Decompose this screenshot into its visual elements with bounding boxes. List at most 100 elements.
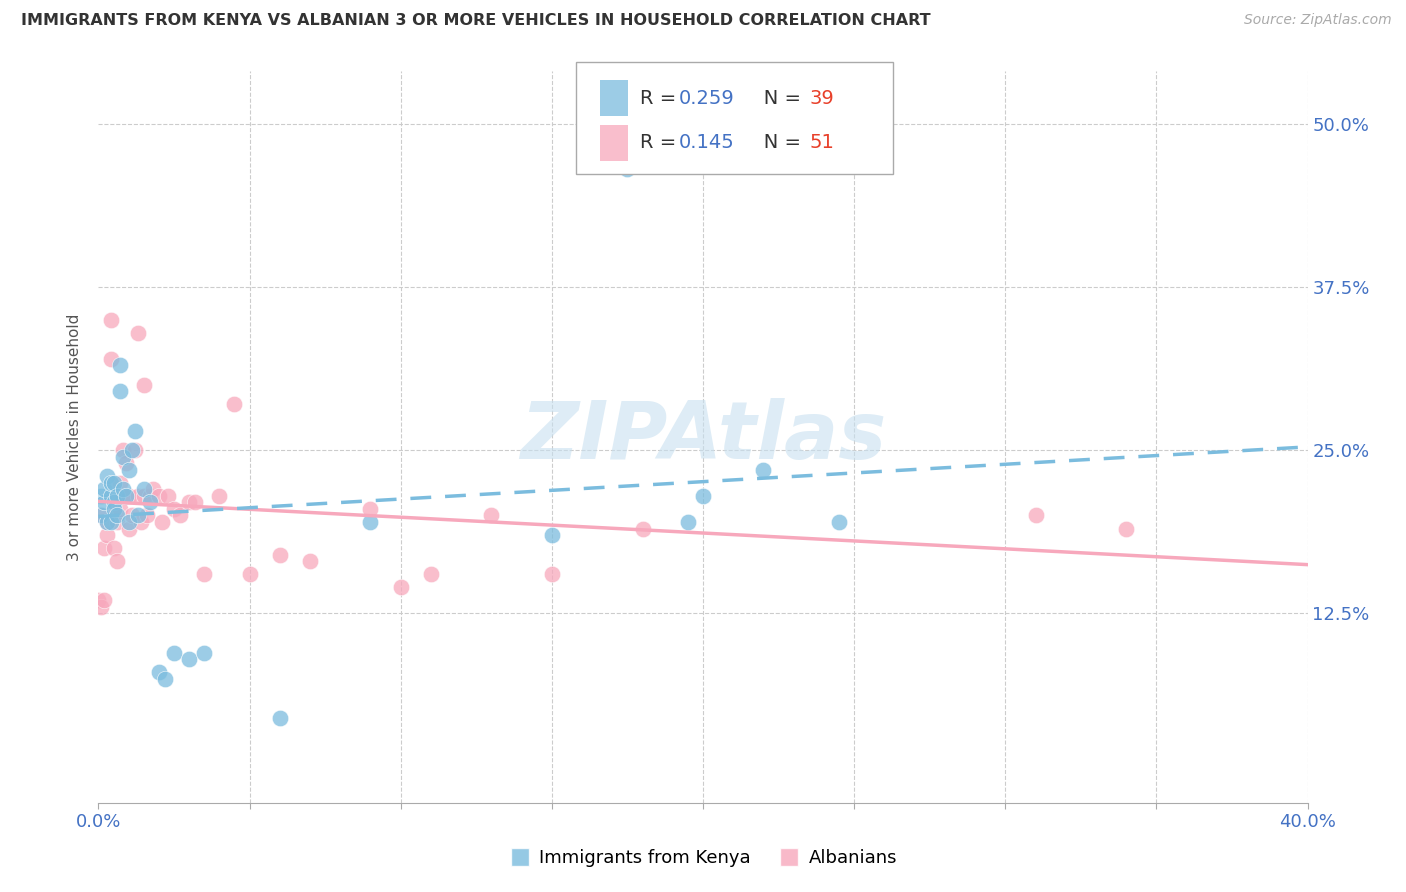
Point — [540, 567, 562, 582]
Point — [179, 652, 201, 666]
Point — [103, 502, 125, 516]
Point — [111, 443, 134, 458]
Point — [103, 502, 125, 516]
Point — [132, 489, 155, 503]
Point — [90, 508, 112, 523]
Point — [631, 521, 654, 535]
Point — [148, 665, 170, 680]
Point — [193, 646, 215, 660]
Text: ZIPAtlas: ZIPAtlas — [520, 398, 886, 476]
Text: N =: N = — [745, 133, 807, 153]
Point — [129, 515, 152, 529]
Point — [139, 495, 162, 509]
Point — [153, 672, 176, 686]
Point — [93, 495, 115, 509]
Point — [118, 515, 141, 529]
Point — [87, 593, 110, 607]
Point — [828, 515, 851, 529]
Point — [100, 312, 122, 326]
Point — [108, 384, 131, 399]
Point — [481, 508, 503, 523]
Text: R =: R = — [640, 133, 682, 153]
Point — [389, 580, 412, 594]
Point — [169, 508, 191, 523]
Text: 39: 39 — [810, 88, 835, 108]
Point — [93, 541, 115, 555]
Point — [163, 502, 186, 516]
Point — [360, 515, 382, 529]
Point — [193, 567, 215, 582]
Point — [105, 554, 128, 568]
Point — [150, 515, 173, 529]
Point — [118, 489, 141, 503]
Point — [114, 489, 136, 503]
Point — [111, 483, 134, 497]
Point — [163, 646, 186, 660]
Text: 0.259: 0.259 — [679, 88, 735, 108]
Point — [299, 554, 322, 568]
Point — [105, 508, 128, 523]
Point — [139, 489, 162, 503]
Point — [93, 593, 115, 607]
Point — [111, 489, 134, 503]
Point — [239, 567, 262, 582]
Point — [90, 508, 112, 523]
Point — [269, 711, 291, 725]
Y-axis label: 3 or more Vehicles in Household: 3 or more Vehicles in Household — [67, 313, 83, 561]
Point — [127, 326, 149, 340]
Legend: Immigrants from Kenya, Albanians: Immigrants from Kenya, Albanians — [502, 842, 904, 874]
Point — [752, 463, 775, 477]
Point — [224, 397, 246, 411]
Point — [96, 515, 118, 529]
Point — [93, 483, 115, 497]
Point — [96, 528, 118, 542]
Point — [100, 515, 122, 529]
Point — [148, 489, 170, 503]
Point — [121, 443, 143, 458]
Text: Source: ZipAtlas.com: Source: ZipAtlas.com — [1244, 13, 1392, 28]
Point — [124, 424, 146, 438]
Point — [208, 489, 231, 503]
Point — [105, 489, 128, 503]
Point — [132, 377, 155, 392]
Point — [90, 489, 112, 503]
Point — [135, 508, 157, 523]
Point — [100, 489, 122, 503]
Point — [1024, 508, 1046, 523]
Text: N =: N = — [745, 88, 807, 108]
Point — [124, 443, 146, 458]
Text: 51: 51 — [810, 133, 835, 153]
Point — [108, 502, 131, 516]
Point — [676, 515, 699, 529]
Point — [108, 358, 131, 372]
Point — [127, 489, 149, 503]
Point — [108, 475, 131, 490]
Point — [132, 483, 155, 497]
Point — [127, 508, 149, 523]
Point — [184, 495, 207, 509]
Point — [103, 541, 125, 555]
Point — [692, 489, 714, 503]
Point — [118, 521, 141, 535]
Point — [1115, 521, 1137, 535]
Point — [90, 599, 112, 614]
Point — [114, 456, 136, 470]
Point — [142, 483, 165, 497]
Point — [96, 515, 118, 529]
Point — [111, 450, 134, 464]
Point — [100, 351, 122, 366]
Point — [118, 463, 141, 477]
Text: R =: R = — [640, 88, 682, 108]
Point — [105, 515, 128, 529]
Point — [156, 489, 179, 503]
Point — [420, 567, 443, 582]
Point — [96, 469, 118, 483]
Point — [103, 495, 125, 509]
Point — [121, 508, 143, 523]
Point — [179, 495, 201, 509]
Point — [103, 475, 125, 490]
Text: 0.145: 0.145 — [679, 133, 735, 153]
Point — [540, 528, 562, 542]
Point — [269, 548, 291, 562]
Point — [616, 162, 638, 177]
